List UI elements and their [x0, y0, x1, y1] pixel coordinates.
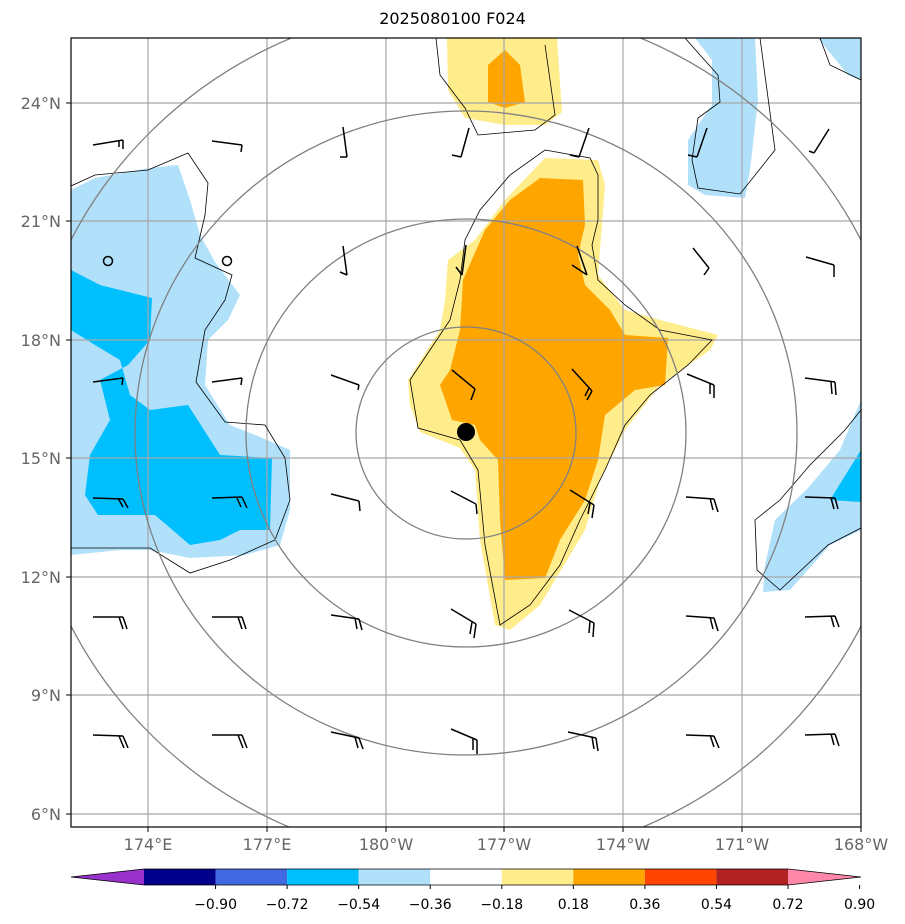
wind-barb	[340, 126, 348, 158]
colorbar-label: −0.18	[480, 897, 523, 913]
wind-barb	[692, 247, 710, 276]
lon-label: 177°E	[243, 835, 292, 854]
lat-label: 21°N	[21, 212, 61, 231]
wind-barb	[571, 368, 593, 401]
longitude-labels: 174°E 177°E 180°W 177°W 174°W 171°W 168°…	[124, 835, 889, 854]
lat-label: 18°N	[21, 331, 61, 350]
lat-label: 9°N	[31, 686, 61, 705]
colorbar-extend-high	[788, 869, 861, 885]
map-area	[71, 38, 861, 827]
wind-barb	[568, 609, 595, 638]
colorbar-label: −0.72	[266, 897, 309, 913]
lon-label: 180°W	[359, 835, 414, 854]
colorbar-segment	[430, 869, 502, 885]
wind-barb	[212, 616, 247, 630]
wind-barb	[92, 377, 124, 386]
latitude-labels: 24°N 21°N 18°N 15°N 12°N 9°N 6°N	[21, 94, 61, 824]
colorbar-segment	[644, 869, 717, 885]
colorbar-label: 0.36	[629, 897, 660, 913]
wind-barb	[450, 608, 477, 639]
wind-barb	[450, 728, 478, 754]
light-blue-region-southeast	[763, 400, 861, 592]
wind-barb	[450, 490, 478, 515]
colorbar-segment	[287, 869, 359, 885]
lat-label: 15°N	[21, 449, 61, 468]
lon-label: 168°W	[834, 835, 889, 854]
wind-barb	[808, 128, 830, 154]
colorbar-label: 0.72	[772, 897, 803, 913]
wind-barb	[92, 734, 129, 749]
light-blue-region-northeast-corner	[818, 38, 861, 80]
colorbar-segment	[144, 869, 216, 885]
wind-barb	[92, 139, 124, 149]
map-title: 2025080100 F024	[379, 9, 526, 28]
lon-label: 177°W	[477, 835, 532, 854]
colorbar-label: −0.90	[194, 897, 237, 913]
blue-region-west	[71, 270, 272, 545]
calm-circle	[102, 255, 114, 267]
wind-barb	[685, 615, 719, 632]
colorbar-segment	[501, 869, 574, 885]
lat-label: 24°N	[21, 94, 61, 113]
wind-barbs	[92, 126, 840, 754]
light-blue-region-northeast	[688, 38, 758, 198]
wind-barb	[571, 245, 588, 276]
orange-region-north	[488, 50, 525, 108]
colorbar-segment	[716, 869, 788, 885]
colorbar-label: 0.90	[844, 897, 875, 913]
map-frame	[70, 37, 862, 828]
lat-label: 12°N	[21, 568, 61, 587]
wind-barb	[339, 245, 348, 276]
wind-barb	[330, 374, 360, 391]
wind-barb	[685, 496, 719, 513]
thin-contours	[71, 38, 861, 626]
blue-region-southeast	[830, 450, 861, 502]
wind-barb	[687, 127, 708, 158]
graticule	[71, 38, 861, 827]
wind-barb	[93, 616, 128, 630]
colorbar-label: −0.36	[409, 897, 452, 913]
lon-label: 174°W	[596, 835, 651, 854]
lon-label: 171°W	[715, 835, 770, 854]
colorbar-label: 0.18	[558, 897, 589, 913]
wind-barb	[567, 731, 599, 752]
wind-barb	[211, 140, 243, 153]
colorbar: −0.90 −0.72 −0.54 −0.36 −0.18 0.18 0.36 0.54 0.7…	[70, 868, 875, 913]
wind-barb	[804, 615, 840, 628]
wind-barb	[92, 497, 129, 509]
calm-circle	[221, 255, 233, 267]
range-rings	[71, 38, 861, 827]
wind-barb	[804, 377, 837, 396]
wind-barb	[569, 127, 590, 158]
wind-barb	[211, 496, 248, 509]
colorbar-segment	[573, 869, 645, 885]
lon-label: 174°E	[124, 835, 173, 854]
colorbar-extend-low	[71, 869, 144, 885]
wind-barb	[804, 496, 839, 510]
wind-barb	[330, 731, 364, 750]
tick-marks	[66, 102, 862, 832]
colorbar-outline	[70, 868, 862, 886]
colorbar-segment	[358, 869, 431, 885]
wind-barb	[685, 734, 720, 749]
colorbar-segment	[215, 869, 288, 885]
lat-label: 6°N	[31, 805, 61, 824]
orange-region-central	[440, 178, 668, 580]
colorbar-label: 0.54	[701, 897, 732, 913]
wind-barb	[805, 256, 835, 277]
wind-barb	[330, 493, 361, 512]
wind-barb	[686, 373, 715, 398]
colorbar-label: −0.54	[337, 897, 380, 913]
wind-barb	[212, 734, 248, 749]
wind-barb	[569, 489, 595, 519]
wind-barb	[451, 369, 476, 401]
wind-barb	[804, 733, 840, 747]
wind-barb	[211, 377, 243, 386]
wind-barb	[455, 244, 467, 276]
wind-barb	[451, 127, 470, 158]
wind-barb	[330, 614, 363, 631]
storm-center-marker	[457, 423, 475, 441]
